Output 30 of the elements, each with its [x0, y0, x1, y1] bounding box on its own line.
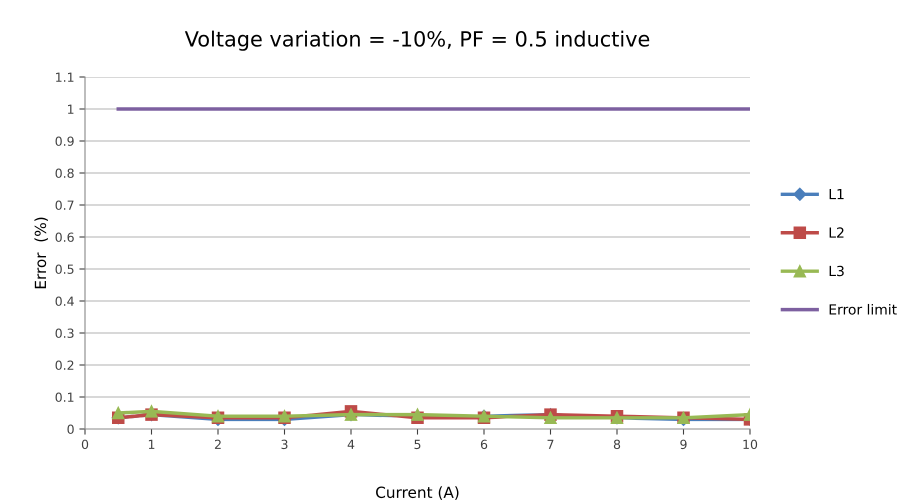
legend-label: L3 — [830, 266, 844, 276]
x-tick-label: 2 — [214, 440, 221, 449]
y-tick-label: 0.9 — [56, 136, 74, 146]
x-tick-label: 1 — [148, 440, 154, 449]
y-tick-label: 0.2 — [56, 360, 74, 370]
y-tick-label: 0.7 — [56, 200, 74, 210]
x-axis-title: Current (A) — [376, 486, 458, 500]
x-tick-label: 4 — [348, 440, 354, 449]
x-tick-label: 0 — [82, 440, 88, 450]
legend-label: L1 — [830, 189, 844, 200]
x-tick-label: 3 — [281, 440, 288, 450]
y-tick-label: 0.6 — [56, 232, 74, 242]
y-tick-label: 1.1 — [56, 72, 74, 82]
y-tick-label: 0.1 — [56, 392, 74, 402]
legend-label: Error limit — [830, 304, 897, 315]
x-tick-label: 10 — [743, 440, 758, 450]
legend-label: L2 — [830, 227, 844, 238]
x-tick-label: 5 — [414, 440, 420, 450]
x-tick-label: 7 — [548, 440, 554, 449]
y-tick-label: 0.8 — [56, 168, 74, 178]
x-tick-label: 8 — [614, 440, 620, 450]
y-axis-title: Error (%) — [34, 218, 48, 288]
y-tick-label: 0.4 — [56, 296, 74, 306]
x-tick-label: 9 — [680, 440, 687, 450]
chart-title: Voltage variation = -10%, PF = 0.5 inductive — [184, 30, 650, 51]
y-tick-label: 0.5 — [56, 264, 74, 274]
x-tick-label: 6 — [480, 440, 488, 450]
y-tick-label: 1 — [68, 104, 74, 114]
y-tick-label: 0 — [67, 424, 74, 434]
y-tick-label: 0.3 — [56, 328, 74, 338]
